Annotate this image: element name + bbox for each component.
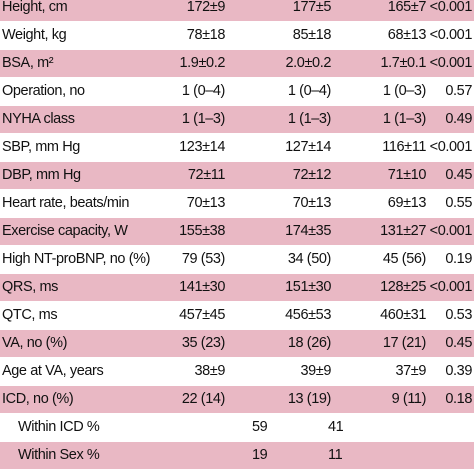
table-row: Operation, no 1 (0–4) 1 (0–4) 1 (0–3) 0.57 — [0, 78, 474, 106]
table-row: QRS, ms 141±30 151±30 128±25 <0.001 — [0, 274, 474, 302]
table-row: SBP, mm Hg 123±14 127±14 116±11 <0.001 — [0, 134, 474, 162]
table-row: BSA, m² 1.9±0.2 2.0±0.2 1.7±0.1 <0.001 — [0, 50, 474, 78]
cell-value: 0.49 — [445, 111, 472, 127]
cell-value: 35 (23) — [181, 335, 226, 351]
cell-value: 0.45 — [445, 167, 472, 183]
cell-value: 18 (26) — [287, 335, 332, 351]
cell-value: 1 (0–4) — [181, 83, 226, 99]
cell-value: 0.18 — [445, 391, 472, 407]
table-row: Exercise capacity, W 155±38 174±35 131±27 <0… — [0, 218, 474, 246]
row-label: Weight, kg — [2, 27, 67, 43]
cell-value: 116±11 — [382, 139, 426, 155]
cell-value: 151±30 — [285, 279, 331, 295]
cell-value: 0.45 — [445, 335, 472, 351]
cell-value: 39±9 — [300, 363, 331, 379]
cell-value: 165±7 — [387, 0, 427, 15]
table-row: High NT-proBNP, no (%) 79 (53) 34 (50) 45 (… — [0, 246, 474, 274]
cell-value: 71±10 — [387, 167, 427, 183]
cell-value: 59 — [252, 419, 268, 435]
cell-value: 9 (11) — [391, 391, 427, 407]
cell-value: 456±53 — [285, 307, 331, 323]
cell-value: 79 (53) — [181, 251, 226, 267]
row-label: SBP, mm Hg — [2, 139, 80, 155]
cell-value: 1 (1–3) — [287, 111, 332, 127]
cell-value: 1 (0–4) — [287, 83, 332, 99]
cell-value: 0.55 — [445, 195, 472, 211]
row-label: NYHA class — [2, 111, 75, 127]
table-row: VA, no (%) 35 (23) 18 (26) 17 (21) 0.45 — [0, 330, 474, 358]
row-label: Operation, no — [2, 83, 85, 99]
cell-value: 131±27 — [380, 223, 426, 239]
cell-value: 13 (19) — [287, 391, 332, 407]
cell-value: 0.39 — [445, 363, 472, 379]
row-label: QTC, ms — [2, 307, 58, 323]
table-row: DBP, mm Hg 72±11 72±12 71±10 0.45 — [0, 162, 474, 190]
table-row: Age at VA, years 38±9 39±9 37±9 0.39 — [0, 358, 474, 386]
row-label: DBP, mm Hg — [2, 167, 81, 183]
table-row: Heart rate, beats/min 70±13 70±13 69±13 0.55 — [0, 190, 474, 218]
cell-value: 70±13 — [292, 195, 332, 211]
cell-value: 457±45 — [179, 307, 225, 323]
cell-value: 85±18 — [292, 27, 332, 43]
cell-value: <0.001 — [429, 279, 473, 295]
cell-value: 0.53 — [445, 307, 472, 323]
cell-value: 172±9 — [186, 0, 226, 15]
cell-value: 41 — [328, 419, 344, 435]
table-row: Height, cm 172±9 177±5 165±7 <0.001 — [0, 0, 474, 22]
row-label: ICD, no (%) — [2, 391, 74, 407]
row-label: Height, cm — [2, 0, 68, 15]
cell-value: 38±9 — [194, 363, 225, 379]
cell-value: 0.57 — [445, 83, 472, 99]
table-row: NYHA class 1 (1–3) 1 (1–3) 1 (1–3) 0.49 — [0, 106, 474, 134]
row-label: High NT-proBNP, no (%) — [2, 251, 151, 267]
row-label: Exercise capacity, W — [2, 223, 128, 239]
cell-value: 2.0±0.2 — [285, 55, 332, 71]
table-row: Within Sex % 19 11 — [0, 442, 474, 470]
cell-value: 155±38 — [179, 223, 225, 239]
cell-value: 70±13 — [186, 195, 226, 211]
row-label: QRS, ms — [2, 279, 59, 295]
cell-value: 34 (50) — [287, 251, 332, 267]
table-row: Weight, kg 78±18 85±18 68±13 <0.001 — [0, 22, 474, 50]
row-label: Within Sex % — [18, 447, 100, 463]
cell-value: 78±18 — [186, 27, 226, 43]
cell-value: 19 — [252, 447, 268, 463]
cell-value: <0.001 — [429, 223, 473, 239]
row-label: Age at VA, years — [2, 363, 104, 379]
cell-value: 37±9 — [395, 363, 426, 379]
cell-value: 460±31 — [380, 307, 426, 323]
cell-value: 17 (21) — [382, 335, 427, 351]
cell-value: 69±13 — [387, 195, 427, 211]
cell-value: 22 (14) — [181, 391, 226, 407]
row-label: VA, no (%) — [2, 335, 68, 351]
table-row: QTC, ms 457±45 456±53 460±31 0.53 — [0, 302, 474, 330]
cell-value: 1 (0–3) — [382, 83, 427, 99]
table-row: ICD, no (%) 22 (14) 13 (19) 9 (11) 0.18 — [0, 386, 474, 414]
row-label: BSA, m² — [2, 55, 54, 71]
cell-value: 127±14 — [285, 139, 331, 155]
row-label: Within ICD % — [18, 419, 100, 435]
cell-value: 1 (1–3) — [382, 111, 427, 127]
cell-value: 11 — [328, 447, 343, 463]
cell-value: 72±12 — [292, 167, 332, 183]
cell-value: 72±11 — [187, 167, 226, 183]
cell-value: 177±5 — [292, 0, 332, 15]
cell-value: 0.19 — [445, 251, 472, 267]
cell-value: 128±25 — [380, 279, 426, 295]
cell-value: <0.001 — [429, 55, 473, 71]
cell-value: <0.001 — [429, 0, 473, 15]
cell-value: <0.001 — [429, 139, 473, 155]
cell-value: <0.001 — [429, 27, 473, 43]
cell-value: 45 (56) — [382, 251, 427, 267]
cell-value: 68±13 — [387, 27, 427, 43]
row-label: Heart rate, beats/min — [2, 195, 129, 211]
cell-value: 1.7±0.1 — [380, 55, 427, 71]
cell-value: 141±30 — [179, 279, 225, 295]
table-row: Within ICD % 59 41 — [0, 414, 474, 442]
cell-value: 1 (1–3) — [181, 111, 226, 127]
cell-value: 1.9±0.2 — [179, 55, 226, 71]
cell-value: 174±35 — [285, 223, 331, 239]
cell-value: 123±14 — [179, 139, 225, 155]
